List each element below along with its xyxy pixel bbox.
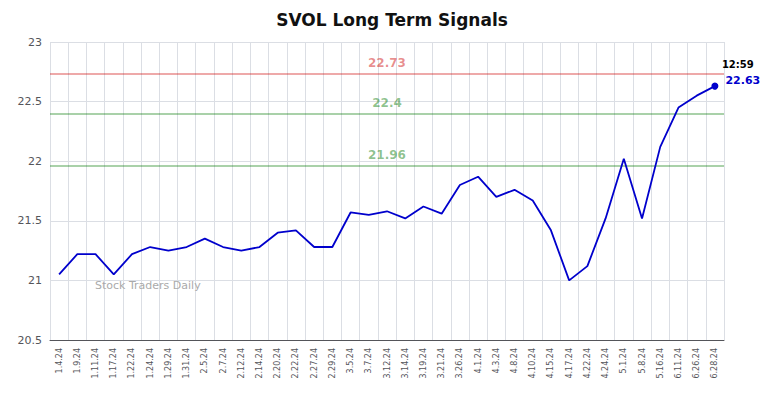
svg-text:2.27.24: 2.27.24: [310, 348, 319, 379]
svg-text:3.12.24: 3.12.24: [383, 348, 392, 379]
svg-text:5.16.24: 5.16.24: [656, 348, 665, 379]
svg-text:23: 23: [28, 36, 42, 49]
svg-text:22: 22: [28, 155, 42, 168]
svg-text:1.22.24: 1.22.24: [127, 348, 136, 379]
svg-text:2.7.24: 2.7.24: [219, 348, 228, 373]
svg-text:2.14.24: 2.14.24: [255, 348, 264, 379]
svg-text:5.1.24: 5.1.24: [619, 348, 628, 373]
svg-text:22.63: 22.63: [725, 74, 760, 87]
svg-text:6.28.24: 6.28.24: [710, 348, 719, 379]
svg-text:22.5: 22.5: [18, 95, 43, 108]
svg-text:20.5: 20.5: [18, 334, 43, 347]
svg-text:2.20.24: 2.20.24: [273, 348, 282, 379]
svg-text:12:59: 12:59: [722, 59, 754, 70]
svg-text:3.7.24: 3.7.24: [364, 348, 373, 373]
svg-text:SVOL Long Term Signals: SVOL Long Term Signals: [276, 10, 508, 30]
svg-text:4.3.24: 4.3.24: [492, 348, 501, 373]
svg-text:1.4.24: 1.4.24: [55, 348, 64, 373]
svg-text:5.8.24: 5.8.24: [638, 348, 647, 373]
svg-text:2.22.24: 2.22.24: [291, 348, 300, 379]
svg-text:Stock Traders Daily: Stock Traders Daily: [95, 279, 201, 292]
svg-text:1.9.24: 1.9.24: [73, 348, 82, 373]
svg-text:3.26.24: 3.26.24: [455, 348, 464, 379]
svg-text:4.15.24: 4.15.24: [546, 348, 555, 379]
svg-text:4.22.24: 4.22.24: [583, 348, 592, 379]
svg-text:4.8.24: 4.8.24: [510, 348, 519, 373]
svg-text:2.5.24: 2.5.24: [200, 348, 209, 373]
svg-text:6.11.24: 6.11.24: [674, 348, 683, 379]
svg-text:6.26.24: 6.26.24: [692, 348, 701, 379]
svg-text:22.4: 22.4: [372, 96, 402, 110]
svg-text:2.29.24: 2.29.24: [328, 348, 337, 379]
svg-text:1.17.24: 1.17.24: [109, 348, 118, 379]
svg-text:2.12.24: 2.12.24: [237, 348, 246, 379]
svg-text:1.11.24: 1.11.24: [91, 348, 100, 379]
svg-text:21.96: 21.96: [368, 148, 406, 162]
svg-text:4.17.24: 4.17.24: [565, 348, 574, 379]
svg-text:3.5.24: 3.5.24: [346, 348, 355, 373]
svg-text:4.24.24: 4.24.24: [601, 348, 610, 379]
svg-text:4.10.24: 4.10.24: [528, 348, 537, 379]
svg-text:3.21.24: 3.21.24: [437, 348, 446, 379]
svg-text:3.14.24: 3.14.24: [401, 348, 410, 379]
svg-text:3.19.24: 3.19.24: [419, 348, 428, 379]
svg-text:22.73: 22.73: [368, 56, 406, 70]
svg-text:4.1.24: 4.1.24: [474, 348, 483, 373]
svg-text:1.29.24: 1.29.24: [164, 348, 173, 379]
svg-text:1.31.24: 1.31.24: [182, 348, 191, 379]
svg-text:1.24.24: 1.24.24: [146, 348, 155, 379]
svg-text:21.5: 21.5: [18, 214, 43, 227]
svg-text:21: 21: [28, 274, 42, 287]
